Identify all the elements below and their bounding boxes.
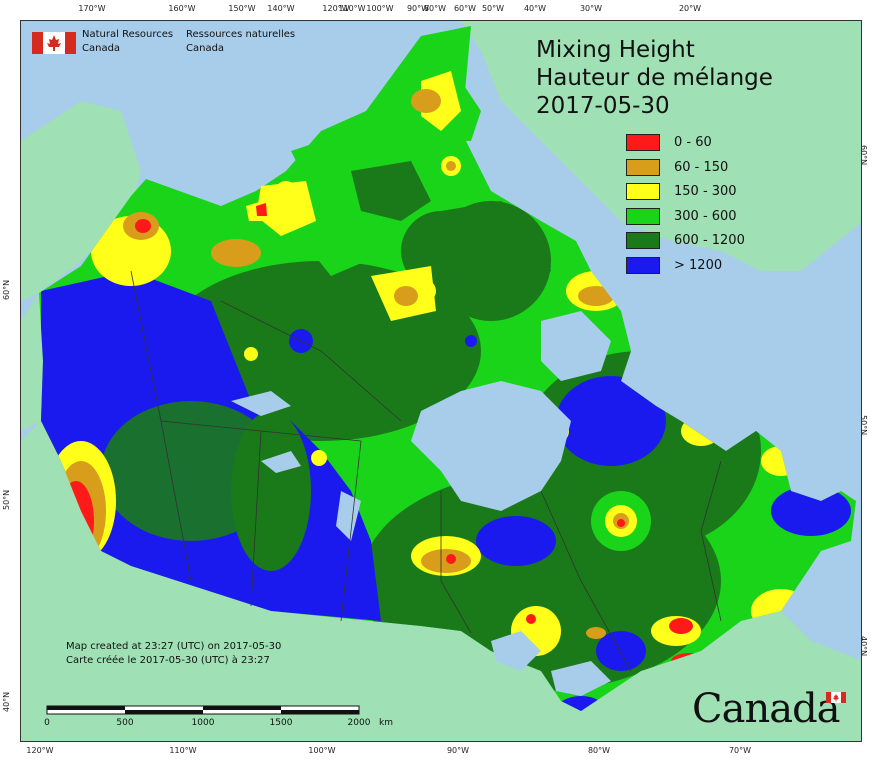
lon-label-top: 20°W [678,4,702,13]
scale-label: 0 [44,718,50,728]
scale-label: 2000 [347,718,371,728]
usa-land [21,421,861,741]
alaska-panhandle [21,293,43,431]
lon-label-top: 80°W [423,4,447,13]
legend-swatch [626,183,660,200]
scale-label: 1500 [269,718,293,728]
title-en: Mixing Height [536,37,695,63]
lake [231,391,291,416]
canada-wordmark: Canada [692,686,841,732]
lon-label-bottom: 100°W [308,746,336,755]
map-title: Mixing Height Hauteur de mélange 2017-05… [536,36,773,120]
lon-label-top: 50°W [481,4,505,13]
lon-label-top: 100°W [366,4,394,13]
legend-swatch [626,158,660,176]
canada-flag-icon [32,32,76,54]
lon-label-top: 30°W [579,4,603,13]
lon-label-top: 140°W [267,4,295,13]
lake [491,631,541,671]
legend-label: 150 - 300 [674,184,737,199]
credit-fr: Carte créée le 2017-05-30 (UTC) à 23:27 [66,655,270,666]
map-credits: Map created at 23:27 (UTC) on 2017-05-30… [66,640,281,668]
scale-bar-graphic [46,705,360,715]
lon-label-top: 90°W [406,4,430,13]
lon-label-top: 110°W [338,4,366,13]
foxe-basin [541,311,611,381]
legend-swatch [626,232,660,249]
lat-label-left: 40°N [2,691,11,712]
lon-label-bottom: 80°W [587,746,611,755]
lon-label-top: 60°W [453,4,477,13]
title-fr: Hauteur de mélange [536,65,773,91]
legend-swatch [626,134,660,151]
greenland-land [461,21,861,271]
lake [261,451,301,473]
arctic-islands [246,71,551,321]
lon-label-bottom: 90°W [446,746,470,755]
map-graphic [21,21,861,741]
lon-label-bottom: 110°W [169,746,197,755]
legend-swatch [626,207,660,225]
scale-unit: km [379,718,393,728]
lake [551,661,611,696]
lon-label-bottom: 120°W [26,746,54,755]
lon-label-top: 150°W [228,4,256,13]
scale-bar: 0 500 1000 1500 2000 km [44,704,446,734]
title-date: 2017-05-30 [536,93,670,119]
canada-flag-icon [826,692,846,703]
lon-label-top: 160°W [168,4,196,13]
legend-label: 0 - 60 [674,135,712,150]
scale-label: 500 [116,718,134,728]
legend-label: 300 - 600 [674,208,737,224]
legend-swatch [626,256,660,274]
lon-label-top: 170°W [78,4,106,13]
legend-label: 600 - 1200 [674,233,745,248]
map-canvas[interactable] [20,20,862,742]
lake [336,491,361,541]
hudson-bay [411,381,571,511]
lon-label-bottom: 70°W [728,746,752,755]
agency-name-fr: Ressources naturelles Canada [186,29,296,54]
alaska-land [21,101,141,301]
province-boundaries [130,270,722,672]
lon-label-top: 40°W [523,4,547,13]
legend-label: 60 - 150 [674,159,729,175]
agency-name-en: Natural Resources Canada [82,29,174,54]
scale-label: 1000 [191,718,215,728]
lat-label-left: 60°N [2,279,11,300]
credit-en: Map created at 23:27 (UTC) on 2017-05-30 [66,641,282,652]
lat-label-left: 50°N [2,489,11,510]
legend-label: > 1200 [674,257,723,273]
lon-label-top: 120°W [322,4,350,13]
